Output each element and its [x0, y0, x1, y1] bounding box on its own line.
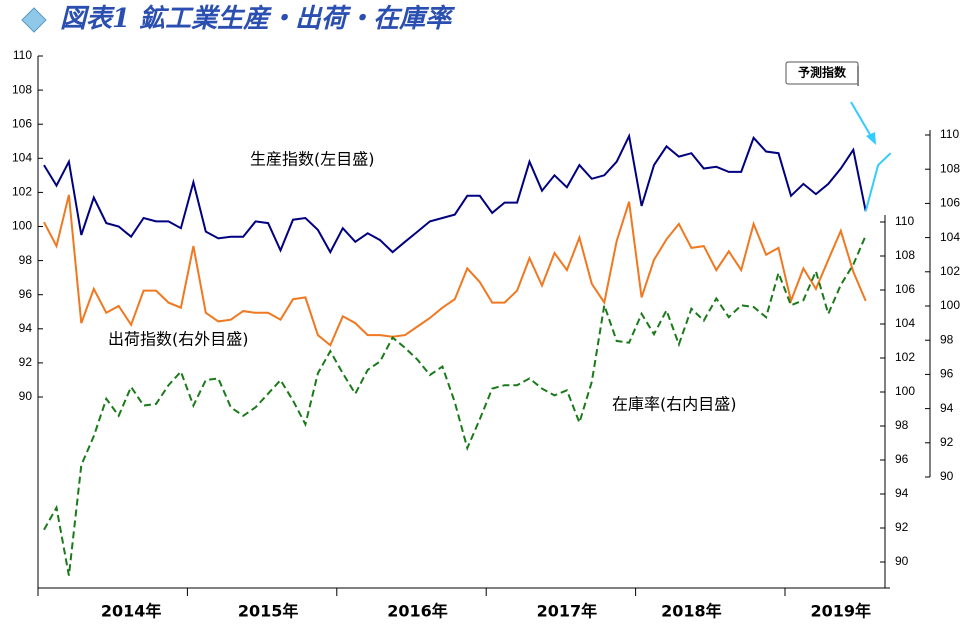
y-tick-label: 96 — [940, 367, 954, 381]
y-tick-label: 104 — [12, 150, 32, 164]
y-tick-label: 110 — [895, 214, 914, 228]
x-tick-label: 2015年 — [238, 602, 299, 621]
y-tick-label: 102 — [895, 350, 915, 364]
y-tick-label: 96 — [19, 287, 33, 301]
y-tick-label: 90 — [940, 469, 954, 483]
y-tick-label: 94 — [895, 486, 909, 500]
title-icon — [21, 7, 47, 33]
series-line — [43, 132, 867, 255]
y-tick-label: 108 — [12, 82, 32, 96]
series-line — [43, 235, 867, 576]
series-line — [43, 194, 867, 347]
y-tick-label: 94 — [940, 401, 954, 415]
y-tick-label: 102 — [12, 185, 32, 199]
y-tick-label: 92 — [940, 435, 954, 449]
series-line — [864, 152, 892, 212]
y-tick-label: 100 — [895, 384, 915, 398]
y-tick-label: 104 — [895, 316, 915, 330]
annotation: 在庫率(右内目盛) — [612, 395, 737, 414]
y-tick-label: 92 — [895, 520, 909, 534]
forecast-label: 予測指数 — [798, 65, 847, 80]
y-tick-label: 94 — [19, 321, 33, 335]
y-tick-label: 90 — [895, 554, 909, 568]
y-tick-label: 106 — [940, 196, 960, 210]
y-tick-label: 100 — [940, 298, 960, 312]
y-tick-label: 110 — [13, 48, 32, 62]
y-tick-label: 108 — [895, 248, 915, 262]
annotation: 出荷指数(右外目盛) — [108, 330, 249, 349]
y-tick-label: 104 — [940, 230, 960, 244]
y-tick-label: 90 — [19, 389, 33, 403]
annotation: 生産指数(左目盛) — [250, 150, 375, 169]
x-tick-label: 2017年 — [537, 602, 598, 621]
x-tick-label: 2016年 — [387, 602, 448, 621]
y-tick-label: 98 — [895, 418, 909, 432]
x-tick-label: 2019年 — [811, 602, 872, 621]
y-tick-label: 92 — [19, 355, 33, 369]
y-tick-label: 102 — [940, 264, 960, 278]
x-tick-label: 2014年 — [101, 602, 162, 621]
arrow-head — [866, 132, 876, 145]
y-tick-label: 98 — [19, 253, 33, 267]
y-tick-label: 98 — [940, 332, 954, 346]
y-tick-label: 96 — [895, 452, 909, 466]
chart-title: 図表1 鉱工業生産・出荷・在庫率 — [60, 4, 455, 34]
y-tick-label: 110 — [940, 127, 959, 141]
y-tick-label: 106 — [895, 282, 915, 296]
forecast-arrow — [850, 101, 873, 139]
y-tick-label: 108 — [940, 161, 960, 175]
y-tick-label: 100 — [12, 219, 32, 233]
x-tick-label: 2018年 — [661, 602, 722, 621]
y-tick-label: 106 — [12, 116, 32, 130]
